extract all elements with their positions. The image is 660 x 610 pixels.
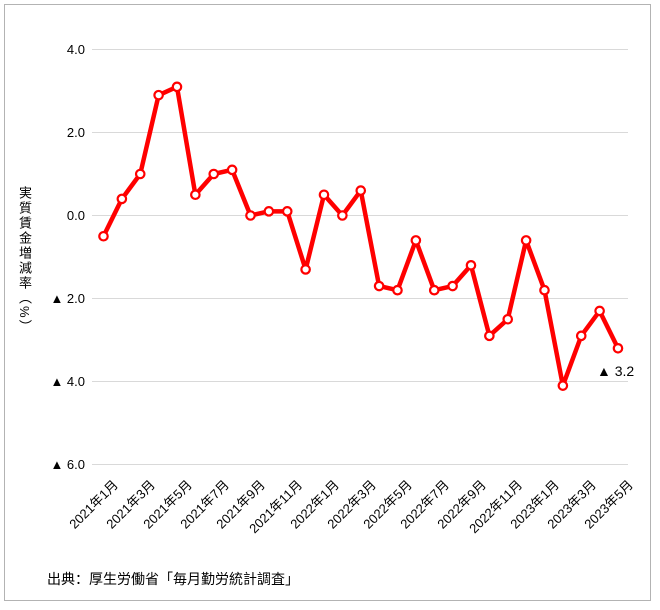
data-point-marker — [539, 284, 550, 296]
y-axis-title: 実質賃金増減率（%） — [17, 186, 32, 335]
data-point-marker — [355, 185, 367, 196]
data-point-marker — [171, 81, 183, 93]
data-point-marker — [465, 259, 477, 271]
data-point-marker — [263, 206, 275, 217]
source-note: 出典：厚生労働省「毎月勤労統計調査」 — [47, 571, 299, 587]
data-point-marker — [98, 230, 109, 242]
y-tick-label: ▲ 4.0 — [50, 373, 85, 389]
data-point-marker — [226, 164, 238, 176]
y-tick-label: ▲ 2.0 — [50, 290, 85, 306]
last-point-data-label: ▲ 3.2 — [597, 363, 635, 380]
data-point-marker — [318, 189, 330, 201]
y-tick-label: ▲ 6.0 — [50, 456, 85, 472]
data-point-marker — [373, 280, 385, 292]
data-point-marker — [337, 210, 348, 221]
data-point-marker — [575, 330, 587, 342]
y-tick-label: 0.0 — [66, 207, 85, 223]
data-point-marker — [392, 284, 403, 296]
data-point-marker — [612, 342, 624, 354]
data-point-marker — [410, 235, 422, 246]
data-point-marker — [447, 280, 458, 292]
data-point-marker — [116, 193, 128, 205]
data-point-marker — [245, 210, 256, 221]
data-point-marker — [484, 330, 495, 342]
series-line — [101, 84, 621, 388]
data-point-marker — [520, 235, 532, 246]
data-point-marker — [153, 89, 164, 101]
data-point-marker — [594, 305, 605, 317]
data-point-marker — [281, 206, 293, 217]
figure-border — [4, 4, 651, 601]
data-point-marker — [428, 284, 440, 296]
data-point-marker — [300, 264, 311, 275]
data-point-marker — [557, 380, 569, 391]
data-point-marker — [208, 168, 220, 180]
data-point-marker — [502, 313, 514, 325]
y-tick-label: 4.0 — [66, 41, 85, 57]
data-point-marker — [134, 168, 146, 180]
data-point-marker — [190, 189, 201, 201]
y-tick-label: 2.0 — [66, 124, 85, 140]
